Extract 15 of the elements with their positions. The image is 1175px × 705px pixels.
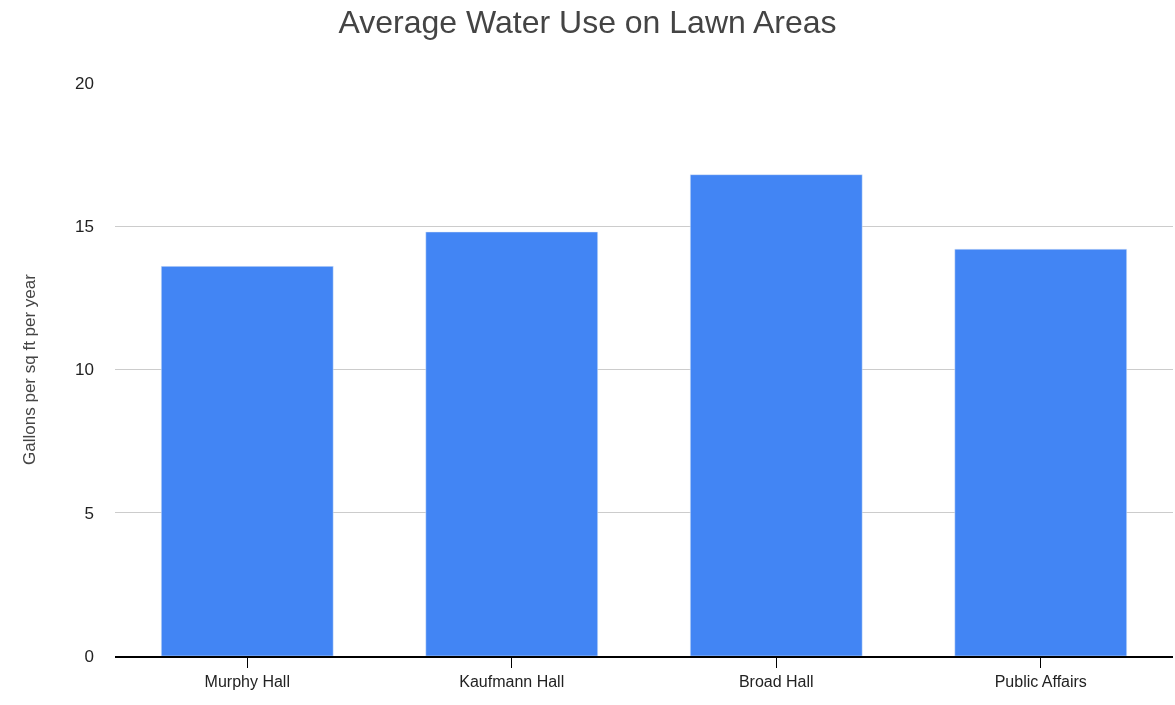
- y-tick-label: 20: [75, 73, 94, 93]
- y-tick-label: 0: [84, 646, 94, 666]
- y-tick-label: 5: [84, 503, 94, 523]
- bar: [161, 266, 334, 656]
- y-tick-label: 10: [75, 360, 94, 380]
- x-tick-label: Murphy Hall: [204, 672, 290, 690]
- bar: [425, 231, 598, 656]
- x-tick-label: Broad Hall: [738, 672, 814, 690]
- x-tick-label: Public Affairs: [994, 672, 1087, 690]
- y-tick-label: 15: [75, 217, 94, 237]
- x-tick-label: Kaufmann Hall: [459, 672, 565, 690]
- bar: [954, 248, 1127, 656]
- chart-title: Average Water Use on Lawn Areas: [338, 3, 837, 40]
- bar: [690, 174, 863, 656]
- y-axis-title: Gallons per sq ft per year: [19, 273, 39, 465]
